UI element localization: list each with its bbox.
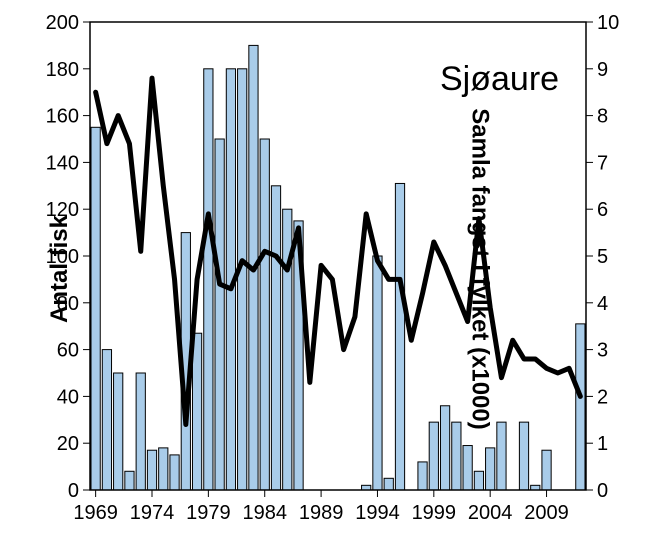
y-left-tick-label: 160 bbox=[46, 106, 79, 128]
y-right-tick-label: 6 bbox=[597, 199, 608, 221]
bar bbox=[136, 373, 145, 490]
bar bbox=[125, 471, 134, 490]
y-left-tick-label: 0 bbox=[68, 480, 79, 502]
bar bbox=[147, 450, 156, 490]
x-tick-label: 1979 bbox=[186, 502, 231, 524]
bar bbox=[486, 448, 495, 490]
y-right-tick-label: 7 bbox=[597, 152, 608, 174]
y-left-tick-label: 140 bbox=[46, 152, 79, 174]
y-axis-right-label: Samla fangst i fylket (x1000) bbox=[465, 108, 493, 429]
bar bbox=[170, 455, 179, 490]
bar bbox=[215, 139, 224, 490]
x-tick-label: 1989 bbox=[299, 502, 344, 524]
chart-title: Sjøaure bbox=[440, 60, 559, 99]
bar bbox=[238, 69, 247, 490]
x-tick-label: 1984 bbox=[242, 502, 287, 524]
bar bbox=[440, 406, 449, 490]
chart-container: 0204060801001201401601802000123456789101… bbox=[0, 0, 646, 538]
y-left-tick-label: 200 bbox=[46, 12, 79, 34]
x-tick-label: 1994 bbox=[355, 502, 400, 524]
bar bbox=[576, 324, 585, 490]
bar bbox=[373, 256, 382, 490]
y-left-tick-label: 20 bbox=[57, 433, 79, 455]
bar bbox=[102, 350, 111, 490]
y-right-tick-label: 8 bbox=[597, 106, 608, 128]
y-right-tick-label: 4 bbox=[597, 293, 608, 315]
x-tick-label: 1969 bbox=[73, 502, 118, 524]
y-right-tick-label: 10 bbox=[597, 12, 619, 34]
bar bbox=[452, 422, 461, 490]
x-tick-label: 1999 bbox=[412, 502, 457, 524]
bar bbox=[395, 183, 404, 490]
x-tick-label: 2004 bbox=[468, 502, 513, 524]
bar bbox=[497, 422, 506, 490]
y-right-tick-label: 2 bbox=[597, 386, 608, 408]
bar bbox=[114, 373, 123, 490]
y-left-tick-label: 180 bbox=[46, 59, 79, 81]
bar bbox=[384, 478, 393, 490]
y-right-tick-label: 3 bbox=[597, 340, 608, 362]
bar bbox=[418, 462, 427, 490]
bar bbox=[159, 448, 168, 490]
y-right-tick-label: 5 bbox=[597, 246, 608, 268]
y-right-tick-label: 9 bbox=[597, 59, 608, 81]
x-tick-label: 1974 bbox=[130, 502, 175, 524]
bar bbox=[519, 422, 528, 490]
y-right-tick-label: 1 bbox=[597, 433, 608, 455]
bar bbox=[429, 422, 438, 490]
y-left-tick-label: 60 bbox=[57, 340, 79, 362]
x-tick-label: 2009 bbox=[524, 502, 569, 524]
bar bbox=[260, 139, 269, 490]
bar bbox=[474, 471, 483, 490]
y-right-tick-label: 0 bbox=[597, 480, 608, 502]
y-axis-left-label: Antal fisk bbox=[46, 215, 74, 323]
bar bbox=[91, 127, 100, 490]
bar bbox=[204, 69, 213, 490]
bar bbox=[271, 186, 280, 490]
bar bbox=[463, 446, 472, 490]
y-left-tick-label: 40 bbox=[57, 386, 79, 408]
bar bbox=[192, 333, 201, 490]
bar bbox=[542, 450, 551, 490]
